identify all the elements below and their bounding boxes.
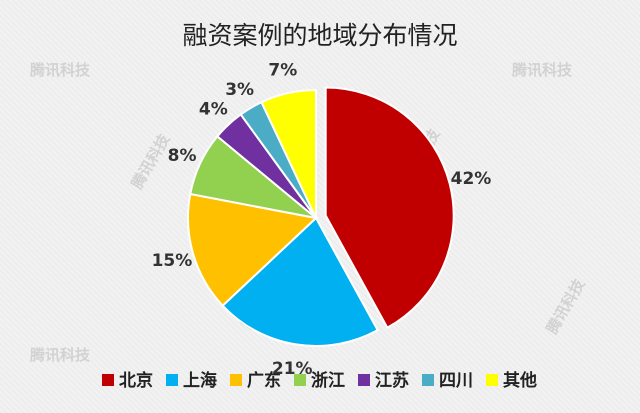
slice-label-2: 15% [152,251,193,271]
legend-swatch [166,374,178,386]
slice-label-6: 7% [268,61,297,81]
legend-label: 江苏 [375,370,409,391]
watermark-text: 腾讯科技 [542,275,589,338]
legend-swatch [486,374,498,386]
chart-title: 融资案例的地域分布情况 [182,21,457,50]
watermark-text: 腾讯科技 [29,61,91,79]
pie-slice-1 [221,216,380,347]
legend-item-3: 浙江 [294,370,345,391]
legend-item-6: 其他 [486,370,537,391]
slice-label-5: 3% [225,80,254,100]
legend-label: 四川 [439,371,473,391]
pie-slice-0 [324,86,455,330]
legend: 北京 上海 广东 浙江 江苏 四川 其他 [102,370,537,391]
pie-slice-6 [260,88,317,219]
slice-label-4: 4% [199,100,228,120]
legend-label: 浙江 [311,370,345,391]
legend-swatch [422,374,434,386]
legend-swatch [230,374,242,386]
legend-swatch [102,374,114,386]
legend-label: 上海 [183,370,217,391]
slice-labels: 42%21%15%8%4%3%7% [152,61,492,379]
legend-item-5: 四川 [422,371,473,391]
pie-slice-2 [187,192,319,308]
pie-slices [187,86,455,347]
legend-swatch [358,374,370,386]
slice-label-0: 42% [451,169,492,189]
legend-item-0: 北京 [102,370,153,391]
legend-label: 广东 [247,370,281,391]
slice-label-3: 8% [168,146,197,166]
legend-label: 北京 [119,370,153,391]
watermark-text: 腾讯科技 [29,346,91,364]
watermark-text: 腾讯科技 [511,61,573,79]
legend-item-2: 广东 [230,370,281,391]
legend-swatch [294,374,306,386]
legend-label: 其他 [503,370,537,391]
legend-item-4: 江苏 [358,370,409,391]
legend-item-1: 上海 [166,370,217,391]
